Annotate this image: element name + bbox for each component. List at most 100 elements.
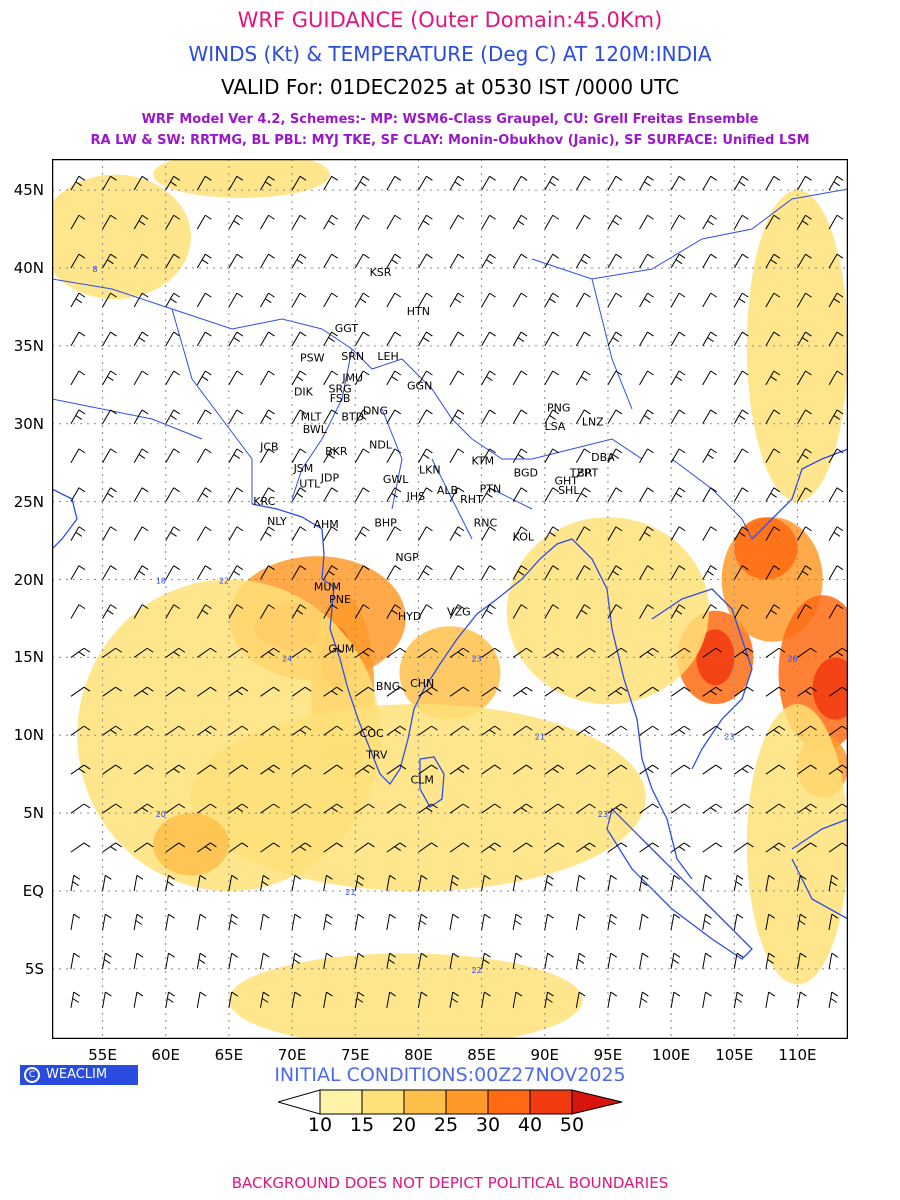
wind-barb: [607, 214, 623, 230]
wind-barb: [733, 686, 754, 697]
temperature-value: 22: [219, 577, 229, 586]
wind-barb: [512, 764, 533, 775]
wind-barb: [354, 803, 375, 814]
wind-barb: [639, 409, 654, 425]
wind-barb: [354, 292, 370, 308]
wind-barb: [228, 565, 244, 580]
wind-barb: [354, 565, 370, 580]
wind-barb: [449, 686, 470, 697]
wind-barb: [228, 487, 244, 502]
wind-barb: [670, 913, 681, 931]
wind-barb: [702, 913, 712, 931]
wind-barb: [481, 842, 501, 853]
wind-barb: [607, 842, 628, 853]
wind-barb: [702, 874, 712, 892]
wind-barb: [386, 409, 402, 425]
wind-barb: [291, 991, 302, 1008]
wind-barb: [765, 686, 786, 697]
lat-label: 5S: [24, 959, 44, 978]
map-subtitle: WINDS (Kt) & TEMPERATURE (Deg C) AT 120M…: [188, 42, 712, 66]
wind-barb: [765, 647, 786, 658]
wind-barb: [260, 725, 280, 736]
wind-barb: [765, 214, 781, 230]
colorbar-label: 50: [559, 1114, 585, 1136]
station-ght: GHT: [554, 475, 578, 488]
wind-barb: [133, 292, 149, 308]
wind-barb: [481, 409, 496, 425]
wind-barb: [291, 370, 307, 386]
wind-barb: [670, 253, 686, 269]
weaclim-icon: C: [24, 1067, 40, 1083]
wind-barb: [575, 409, 591, 425]
station-dba: DBA: [591, 451, 615, 464]
station-btd: BTD: [341, 411, 364, 424]
wind-barb: [70, 991, 81, 1008]
wind-barb: [449, 913, 460, 931]
wind-barb: [481, 647, 501, 658]
wind-barb: [102, 991, 112, 1008]
wind-barb: [702, 647, 723, 658]
wind-barb: [417, 952, 428, 969]
temperature-labels: 18 22 24 23 21 23 23 26 20 21 22 8: [93, 265, 798, 975]
wind-barb: [544, 604, 560, 619]
wind-barb: [417, 874, 428, 892]
wind-barb: [70, 292, 86, 308]
wind-barb: [828, 487, 844, 502]
station-bkr: BKR: [325, 445, 348, 458]
wind-barb: [512, 253, 528, 269]
station-nly: NLY: [267, 515, 287, 528]
wind-barb: [576, 647, 596, 658]
station-leh: LEH: [377, 350, 398, 363]
temperature-value: 8: [93, 265, 98, 274]
wind-barb: [133, 842, 154, 853]
wind-barb: [512, 604, 528, 619]
station-ktm: KTM: [472, 454, 495, 467]
wind-barb: [291, 487, 307, 502]
wind-barb: [228, 292, 244, 308]
wind-barb: [260, 370, 275, 386]
wind-barb: [70, 409, 86, 425]
wind-barb: [481, 253, 496, 269]
wind-barb: [512, 874, 523, 892]
wind-barb: [765, 913, 775, 931]
wind-barb: [133, 253, 149, 269]
wind-barb: [702, 952, 712, 969]
wind-barb: [165, 565, 180, 580]
wind-barb: [607, 991, 617, 1008]
station-ngp: NGP: [395, 551, 419, 564]
wind-barb: [670, 803, 691, 814]
wind-barb: [260, 292, 275, 308]
wind-barb: [481, 725, 501, 736]
colorbar-segment: [445, 1089, 489, 1115]
wind-barb: [639, 803, 659, 814]
colorbar-label: 10: [307, 1114, 333, 1136]
station-mlt: MLT: [301, 411, 322, 424]
wind-barb: [607, 409, 623, 425]
wind-barb: [102, 725, 122, 736]
wind-barb: [702, 292, 717, 308]
lat-label: 35N: [13, 336, 44, 355]
wind-barb: [386, 526, 402, 541]
wind-barb: [196, 370, 212, 386]
wind-barb: [354, 409, 370, 425]
wind-barb: [323, 409, 338, 425]
wind-barb: [607, 331, 623, 347]
wind-barb: [165, 803, 186, 814]
wind-barb: [449, 487, 465, 502]
wind-barb: [797, 647, 817, 658]
wind-barb: [70, 647, 91, 658]
wind-barb: [102, 526, 117, 541]
temperature-value: 23: [598, 810, 608, 819]
wind-barb: [828, 526, 844, 541]
wind-barb: [386, 991, 396, 1008]
wind-barb: [165, 331, 180, 347]
wind-barb: [512, 175, 528, 191]
wind-barb: [733, 913, 744, 931]
wind-barb: [639, 370, 654, 386]
wind-barb: [765, 175, 781, 191]
wind-barb: [670, 175, 686, 191]
station-coc: COC: [360, 727, 384, 740]
station-dik: DIK: [294, 386, 314, 399]
wind-barb: [449, 253, 465, 269]
wind-barb: [481, 214, 496, 230]
